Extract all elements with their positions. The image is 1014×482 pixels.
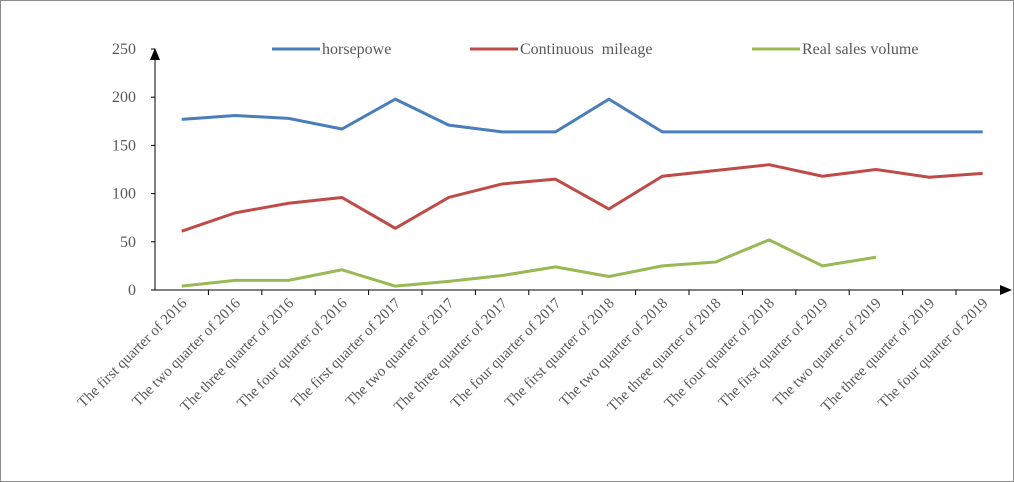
legend-label: horsepowe (322, 41, 391, 58)
y-axis-arrow (150, 48, 160, 60)
y-tick-label: 200 (112, 89, 136, 106)
y-tick-label: 150 (112, 137, 136, 154)
x-axis-arrow (1000, 285, 1012, 295)
y-tick-label: 250 (112, 41, 136, 58)
line-series (181, 238, 877, 288)
y-tick-label: 50 (120, 234, 136, 251)
y-tick-label: 0 (128, 282, 136, 299)
line-series (181, 97, 983, 134)
line-series (181, 163, 983, 233)
y-tick-label: 100 (112, 186, 136, 203)
legend-label: Continuous mileage (520, 41, 652, 58)
legend-label: Real sales volume (802, 41, 918, 58)
